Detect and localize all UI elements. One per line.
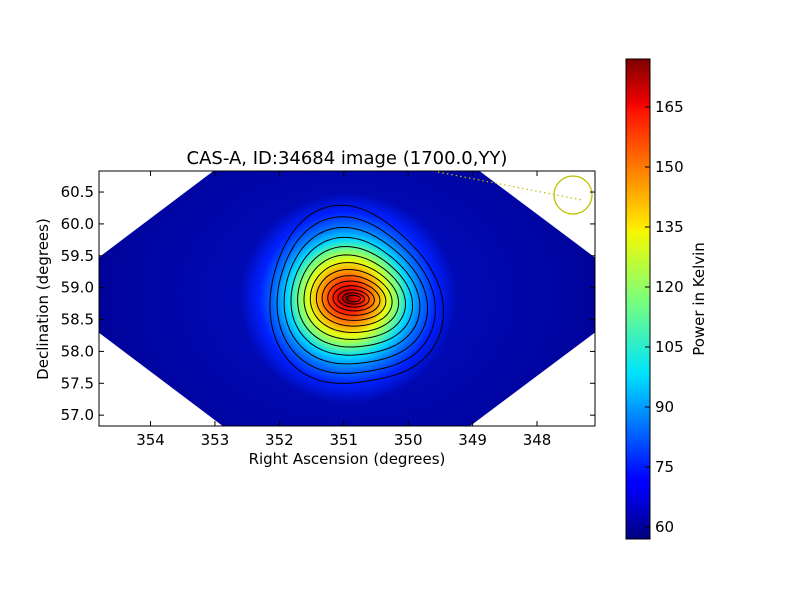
- colorbar-tick-label: 75: [655, 458, 674, 476]
- y-tick-label: 60.5: [61, 183, 94, 201]
- y-tick-label: 57.5: [61, 374, 94, 392]
- x-tick-label: 353: [201, 431, 230, 449]
- contour-line: [315, 269, 393, 327]
- source-emission: [240, 193, 456, 403]
- colorbar-tick-label: 120: [655, 278, 684, 296]
- x-tick-label: 354: [136, 431, 165, 449]
- contour-line: [290, 236, 421, 356]
- x-tick-label: 352: [265, 431, 294, 449]
- y-axis: 57.0 57.5 58.0 58.5 59.0 59.5 60.0 60.5: [61, 183, 595, 424]
- contour-line: [337, 289, 370, 308]
- colorbar-gradient: [625, 58, 651, 540]
- plot-area: [98, 170, 596, 427]
- x-axis-label: Right Ascension (degrees): [249, 450, 446, 468]
- contour-line: [345, 294, 361, 303]
- contour-line: [332, 285, 375, 312]
- colorbar: 60 75 90 105 120 135 150 165 Power in Kelvin: [625, 58, 708, 540]
- contour-line: [342, 292, 366, 305]
- colorbar-label: Power in Kelvin: [690, 242, 708, 356]
- contour-line: [269, 204, 444, 384]
- beam-marker: [553, 175, 593, 215]
- y-tick-label: 59.0: [61, 279, 94, 297]
- contour-line: [327, 280, 381, 316]
- contour-line: [303, 254, 407, 340]
- colorbar-tick-label: 165: [655, 98, 684, 116]
- y-tick-label: 60.0: [61, 215, 94, 233]
- beam-dotted-line: [437, 171, 583, 201]
- x-tick-label: 351: [329, 431, 358, 449]
- colorbar-tick-label: 105: [655, 338, 684, 356]
- colorbar-tick-label: 60: [655, 518, 674, 536]
- x-tick-label: 349: [458, 431, 487, 449]
- colorbar-tick-label: 90: [655, 398, 674, 416]
- contour-line: [283, 226, 428, 365]
- x-axis: 354 353 352 351 350 349 348: [136, 171, 551, 449]
- colorbar-ticks: 60 75 90 105 120 135 150 165: [645, 98, 684, 536]
- colorbar-tick-label: 150: [655, 158, 684, 176]
- colorbar-tick-label: 135: [655, 218, 684, 236]
- x-tick-label: 348: [523, 431, 552, 449]
- y-axis-label: Declination (degrees): [34, 218, 52, 380]
- contour-line: [297, 245, 413, 348]
- y-tick-label: 58.5: [61, 311, 94, 329]
- y-tick-label: 57.0: [61, 406, 94, 424]
- contour-line: [309, 262, 400, 334]
- x-tick-label: 350: [394, 431, 423, 449]
- y-tick-label: 59.5: [61, 247, 94, 265]
- contour-lines: [269, 204, 444, 384]
- chart-title: CAS-A, ID:34684 image (1700.0,YY): [187, 148, 508, 169]
- y-tick-label: 58.0: [61, 342, 94, 360]
- contour-line: [321, 275, 387, 321]
- contour-line: [276, 216, 436, 374]
